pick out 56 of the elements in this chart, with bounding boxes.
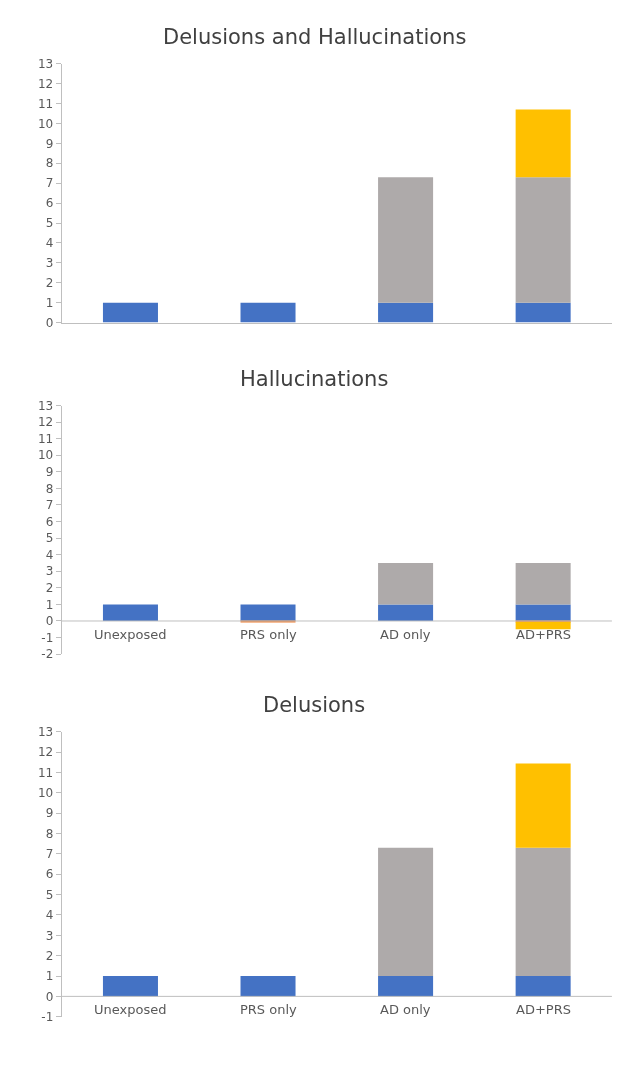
y-tick-label: 11 bbox=[38, 431, 54, 446]
y-tick-label: -1 bbox=[41, 630, 54, 645]
y-tick-label: 6 bbox=[45, 867, 54, 882]
y-tick-label: 12 bbox=[38, 415, 54, 430]
x-tick-label: AD+PRS bbox=[516, 627, 571, 642]
y-tick-label: 9 bbox=[45, 465, 54, 479]
y-tick-label: -1 bbox=[41, 1009, 54, 1024]
y-tick-label: 4 bbox=[45, 547, 54, 562]
y-tick-label: 8 bbox=[45, 156, 54, 171]
chart-title: Delusions and Hallucinations bbox=[163, 25, 467, 49]
chart-title: Delusions bbox=[263, 693, 366, 717]
y-tick-label: 5 bbox=[45, 216, 54, 231]
y-tick-label: 8 bbox=[45, 826, 54, 841]
y-tick-label: 6 bbox=[45, 514, 54, 529]
y-tick-label: 13 bbox=[38, 56, 54, 71]
y-tick-label: 9 bbox=[45, 136, 54, 151]
y-tick-label: 0 bbox=[45, 614, 54, 629]
y-tick-label: 10 bbox=[38, 116, 54, 131]
chart-title: Hallucinations bbox=[240, 367, 389, 391]
y-tick-label: 9 bbox=[45, 806, 54, 821]
y-tick-label: 13 bbox=[38, 398, 54, 413]
y-tick-label: -2 bbox=[41, 647, 54, 662]
y-tick-label: 0 bbox=[45, 989, 54, 1004]
x-tick-label: Unexposed bbox=[94, 627, 167, 642]
y-tick-label: 7 bbox=[45, 498, 54, 513]
x-tick-label: PRS only bbox=[240, 627, 298, 642]
y-tick-label: 1 bbox=[45, 969, 54, 984]
y-tick-label: 12 bbox=[38, 745, 54, 760]
x-tick-label: AD only bbox=[380, 1002, 431, 1017]
y-tick-label: 10 bbox=[38, 448, 54, 463]
y-tick-label: 12 bbox=[38, 76, 54, 91]
x-tick-label: AD+PRS bbox=[516, 1002, 571, 1017]
y-tick-label: 3 bbox=[45, 928, 54, 943]
x-tick-label: AD only bbox=[380, 627, 431, 642]
y-tick-label: 5 bbox=[45, 531, 54, 546]
y-tick-label: 4 bbox=[45, 908, 54, 923]
y-tick-label: 7 bbox=[45, 176, 54, 191]
y-tick-label: 6 bbox=[45, 196, 54, 211]
y-tick-label: 13 bbox=[38, 725, 54, 740]
y-tick-label: 7 bbox=[45, 847, 54, 862]
y-tick-label: 3 bbox=[45, 256, 54, 271]
x-tick-label: PRS only bbox=[240, 1002, 298, 1017]
y-tick-label: 5 bbox=[45, 887, 54, 902]
y-tick-label: 8 bbox=[45, 481, 54, 496]
y-tick-label: 2 bbox=[45, 948, 54, 963]
y-tick-label: 2 bbox=[45, 581, 54, 596]
x-tick-label: Unexposed bbox=[94, 1002, 167, 1017]
y-tick-label: 11 bbox=[38, 96, 54, 111]
y-tick-label: 11 bbox=[38, 765, 54, 780]
y-tick-label: 2 bbox=[45, 275, 54, 290]
y-tick-label: 3 bbox=[45, 564, 54, 579]
y-tick-label: 1 bbox=[45, 295, 54, 310]
y-tick-label: 1 bbox=[45, 597, 54, 612]
y-tick-label: 0 bbox=[45, 315, 54, 330]
y-tick-label: 10 bbox=[38, 786, 54, 801]
y-tick-label: 4 bbox=[45, 236, 54, 251]
